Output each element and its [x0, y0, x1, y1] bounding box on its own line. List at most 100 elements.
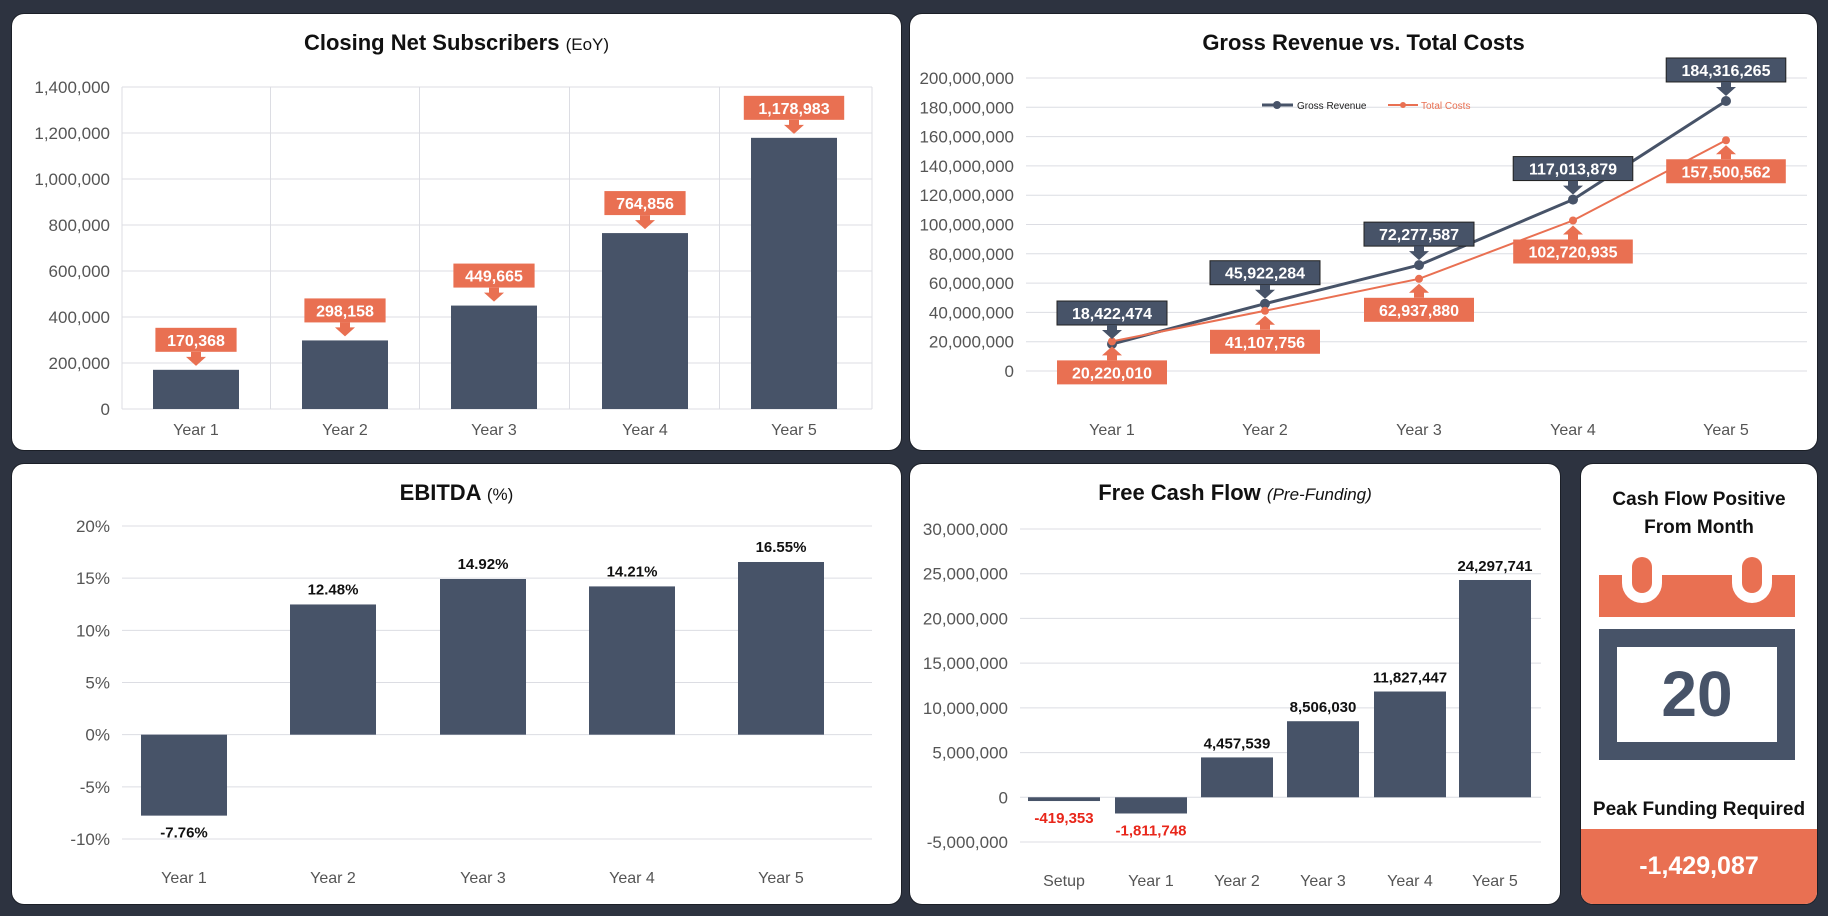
data-label-arrow: [1409, 283, 1429, 298]
y-tick-label: 5,000,000: [932, 744, 1008, 763]
y-tick-label: 1,000,000: [34, 170, 110, 189]
series-point: [1108, 337, 1116, 346]
month-value: 20: [1617, 647, 1777, 742]
bar: [1287, 721, 1359, 798]
x-tick-label: Year 3: [471, 422, 517, 439]
x-tick-label: Year 4: [1387, 873, 1433, 890]
y-tick-label: 1,400,000: [34, 78, 110, 97]
x-tick-label: Year 2: [1214, 873, 1260, 890]
y-tick-label: 200,000: [49, 354, 110, 373]
data-label: 41,107,756: [1225, 335, 1305, 352]
data-label: 170,368: [167, 333, 225, 350]
subscribers-chart-panel: 0 200,000 400,000 600,000 800,000 1,000,000 1,…: [12, 14, 901, 450]
series-point: [1260, 298, 1270, 309]
y-tick-label: 15,000,000: [923, 654, 1008, 673]
data-label: 11,827,447: [1373, 670, 1447, 687]
series-point: [1568, 194, 1578, 205]
data-label-arrow: [1255, 284, 1275, 299]
data-label: 14.21%: [607, 563, 658, 580]
data-label-arrow: [1716, 145, 1736, 160]
y-tick-label: 200,000,000: [919, 69, 1014, 88]
y-tick-label: 400,000: [49, 308, 110, 327]
data-label-box: [1210, 329, 1320, 354]
y-tick-label: 100,000,000: [919, 216, 1014, 235]
x-tick-label: Year 2: [1242, 422, 1288, 439]
y-tick-label: 800,000: [49, 216, 110, 235]
data-label-arrow: [1102, 346, 1122, 361]
data-label-box: [1665, 57, 1787, 83]
x-tick-label: Year 5: [1703, 422, 1749, 439]
data-label: 157,500,562: [1682, 164, 1771, 181]
title-suffix: (EoY): [565, 35, 610, 54]
chart-title: EBITDA (%): [12, 480, 901, 506]
y-tick-label: 30,000,000: [923, 520, 1008, 539]
chart-title: Gross Revenue vs. Total Costs: [1202, 30, 1525, 55]
data-label-arrow: [484, 287, 504, 302]
y-tick-label: -10%: [70, 830, 110, 849]
data-label: 1,178,983: [758, 101, 829, 118]
data-label: -7.76%: [160, 825, 208, 842]
title-text: Free Cash Flow: [1098, 480, 1261, 505]
data-label-arrow: [635, 215, 655, 230]
data-label-arrow: [1409, 246, 1429, 261]
y-tick-label: 15%: [76, 569, 110, 588]
y-tick-label: 80,000,000: [929, 245, 1014, 264]
data-label: 45,922,284: [1225, 266, 1305, 283]
legend-label: Total Costs: [1421, 101, 1470, 112]
data-label: 62,937,880: [1379, 303, 1459, 320]
y-tick-label: 40,000,000: [929, 303, 1014, 322]
bar: [751, 137, 837, 409]
x-tick-label: Year 1: [1089, 422, 1135, 439]
bar: [1028, 797, 1100, 802]
bar: [589, 586, 675, 735]
x-tick-label: Year 1: [173, 422, 219, 439]
chart-title: Closing Net Subscribers (EoY): [12, 30, 901, 56]
x-tick-label: Year 4: [622, 422, 668, 439]
data-label-box: [604, 191, 686, 216]
kpi-card: Cash Flow Positive From Month 20 Peak Fu…: [1581, 464, 1817, 904]
x-tick-label: Year 2: [322, 422, 368, 439]
data-label-box: [1056, 300, 1168, 326]
y-tick-label: -5,000,000: [927, 833, 1008, 852]
data-label: 102,720,935: [1529, 245, 1618, 262]
revenue-costs-chart: 0 20,000,000 40,000,000 60,000,000 80,000,00…: [919, 57, 1807, 439]
y-tick-label: 180,000,000: [919, 98, 1014, 117]
data-label: 449,665: [465, 269, 523, 286]
title-suffix: (%): [486, 485, 514, 504]
series-point: [1415, 274, 1423, 283]
data-label: 764,856: [616, 196, 674, 213]
data-label: -1,811,748: [1116, 822, 1187, 839]
x-tick-label: Year 3: [1396, 422, 1442, 439]
x-tick-label: Setup: [1043, 873, 1085, 890]
data-label-box: [1666, 159, 1786, 184]
bar: [1115, 797, 1187, 814]
series-point: [1569, 216, 1577, 225]
chart-title: Free Cash Flow (Pre-Funding): [910, 480, 1560, 506]
x-tick-label: Year 3: [460, 870, 506, 887]
data-label: 4,457,539: [1204, 735, 1271, 752]
fcf-chart-panel: -5,000,000 0 5,000,000 10,000,000 15,000,000…: [910, 464, 1560, 904]
y-tick-label: 0: [999, 788, 1008, 807]
ebitda-chart: -10% -5% 0% 5% 10% 15% 20% Year 1 Year 2 Year 3 Ye…: [70, 517, 872, 887]
bar: [451, 305, 537, 409]
ebitda-chart-panel: -10% -5% 0% 5% 10% 15% 20% Year 1 Year 2 Year 3 Ye…: [12, 464, 901, 904]
series-point: [1261, 306, 1269, 315]
y-tick-label: 20%: [76, 517, 110, 536]
data-label: 184,316,265: [1682, 63, 1771, 80]
data-label: 72,277,587: [1379, 227, 1459, 244]
data-label-arrow: [335, 322, 355, 337]
bar: [440, 579, 526, 735]
x-tick-label: Year 3: [1300, 873, 1346, 890]
data-label: 20,220,010: [1072, 365, 1152, 382]
x-tick-label: Year 5: [771, 422, 817, 439]
data-label: 18,422,474: [1072, 306, 1152, 323]
title-suffix: (Pre-Funding): [1266, 485, 1372, 504]
y-tick-label: 20,000,000: [929, 333, 1014, 352]
data-label-box: [743, 95, 845, 120]
bar: [1459, 579, 1531, 798]
data-label: 298,158: [316, 303, 374, 320]
x-tick-label: Year 4: [609, 870, 655, 887]
bar: [290, 604, 376, 735]
bar: [602, 233, 688, 409]
x-tick-label: Year 1: [1128, 873, 1174, 890]
